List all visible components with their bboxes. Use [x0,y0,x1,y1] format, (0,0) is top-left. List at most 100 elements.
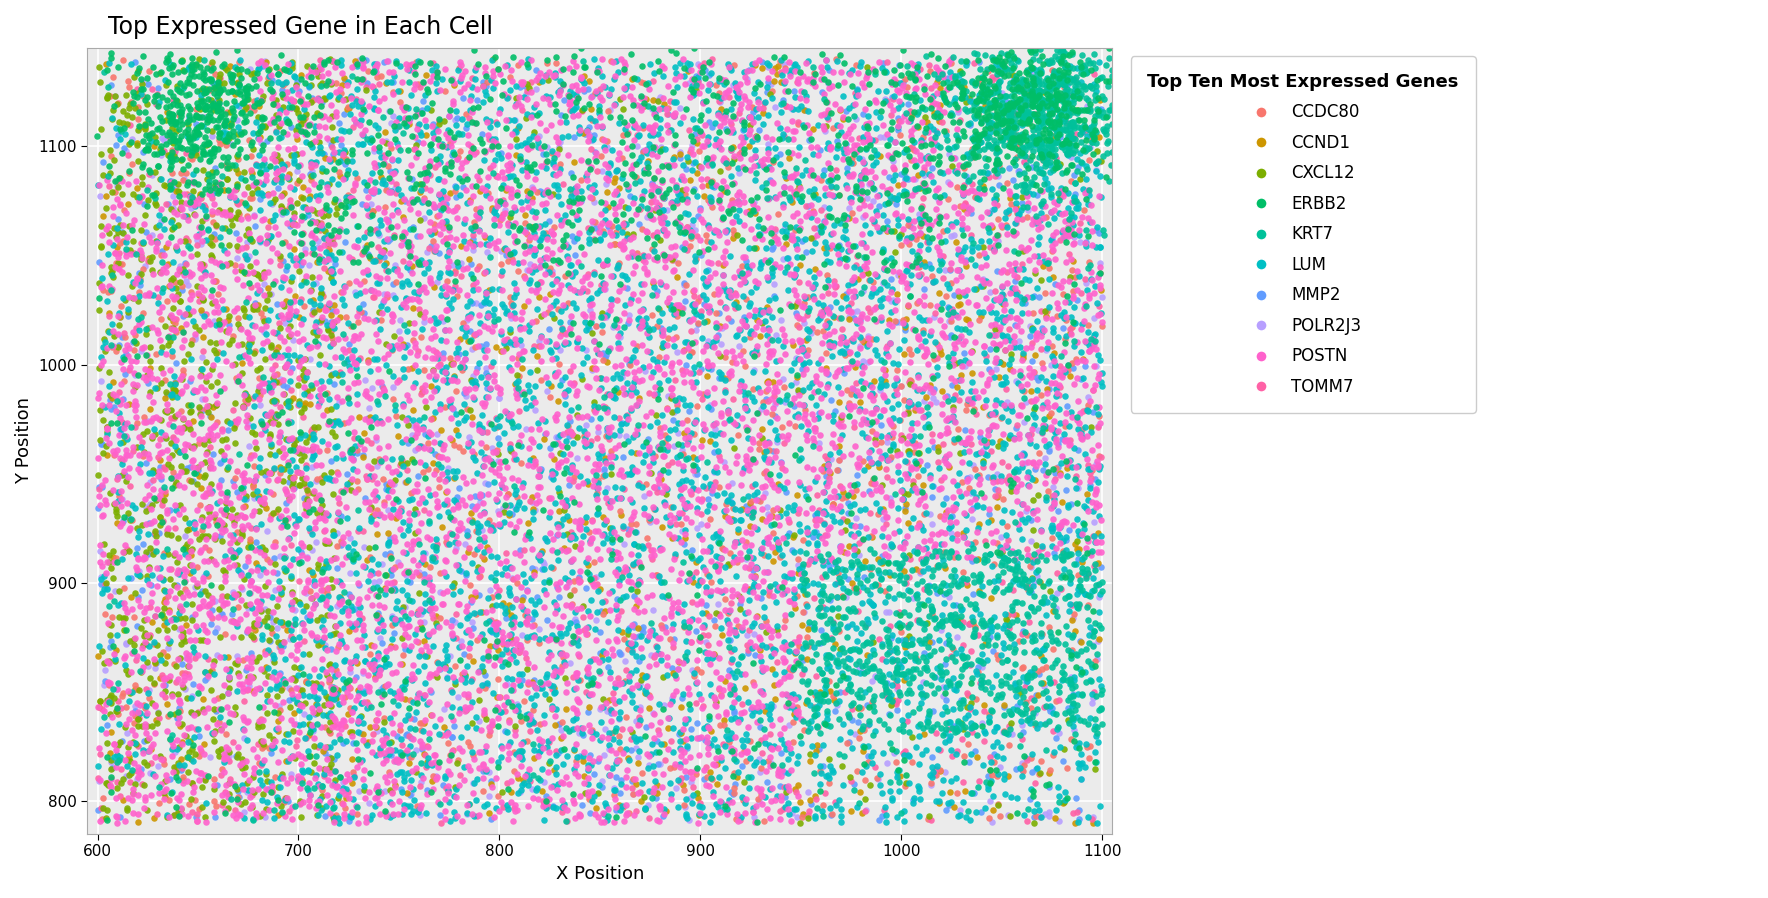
Point [398,57,426,71]
Point [111,242,140,256]
Point [1084,407,1112,421]
Point [716,290,744,304]
Point [681,459,709,473]
Point [126,289,154,304]
Point [594,424,622,438]
Point [278,538,306,552]
Point [95,89,124,103]
Point [527,543,555,558]
Point [826,48,854,62]
Point [543,663,571,677]
Point [322,415,350,429]
Point [166,202,194,216]
Point [1068,516,1096,531]
Point [1015,186,1043,200]
Point [548,78,576,92]
Point [797,321,826,335]
Point [684,791,713,806]
Point [1043,134,1071,148]
Point [163,433,191,447]
Point [962,621,990,636]
Point [361,507,389,522]
Point [520,182,548,197]
Point [794,424,822,438]
Point [1038,539,1066,553]
Point [679,135,707,149]
Point [1017,431,1045,445]
Point [934,410,962,425]
Point [248,427,276,441]
Point [810,628,838,642]
Point [1048,44,1077,58]
Point [309,330,338,344]
Point [1059,191,1087,206]
Point [143,234,171,249]
Point [543,339,571,354]
Point [895,570,923,585]
Point [1075,344,1103,358]
Point [877,474,905,489]
Point [207,110,235,124]
Point [415,158,444,172]
Point [286,350,315,365]
Point [403,54,431,68]
Point [435,186,463,200]
Point [787,442,815,456]
Point [953,708,981,722]
Point [1059,670,1087,684]
Point [267,349,295,364]
Point [926,664,955,678]
Point [203,517,232,532]
Point [702,178,730,192]
Point [398,158,426,172]
Point [1036,358,1064,373]
Point [110,291,138,305]
Point [1024,132,1052,146]
Point [948,80,976,94]
Point [271,235,299,250]
Point [1002,572,1031,586]
Point [435,399,463,413]
Point [1041,98,1070,112]
Point [965,304,994,319]
Point [106,377,134,392]
Point [198,124,226,138]
Point [564,575,592,589]
Point [248,497,276,511]
Point [796,638,824,653]
Point [477,780,506,795]
Point [451,574,479,588]
Point [316,248,345,262]
Point [189,344,217,358]
Point [987,395,1015,409]
Point [949,795,978,809]
Point [265,103,293,118]
Point [415,573,444,587]
Point [274,805,302,819]
Point [884,604,912,619]
Point [753,455,781,470]
Point [233,568,262,582]
Point [304,108,332,122]
Point [338,350,366,365]
Point [879,72,907,86]
Point [988,315,1017,330]
Point [315,203,343,217]
Point [1078,625,1107,639]
Point [797,376,826,391]
Point [1070,498,1098,513]
Point [378,477,407,491]
Point [941,646,969,660]
Point [1077,265,1105,279]
Point [198,98,226,112]
Point [1050,78,1078,92]
Point [812,366,840,381]
Point [361,141,389,155]
Point [750,610,778,624]
Point [209,515,237,530]
Point [766,480,794,494]
Point [444,282,472,296]
Point [217,358,246,373]
Point [377,116,405,130]
Point [216,189,244,204]
